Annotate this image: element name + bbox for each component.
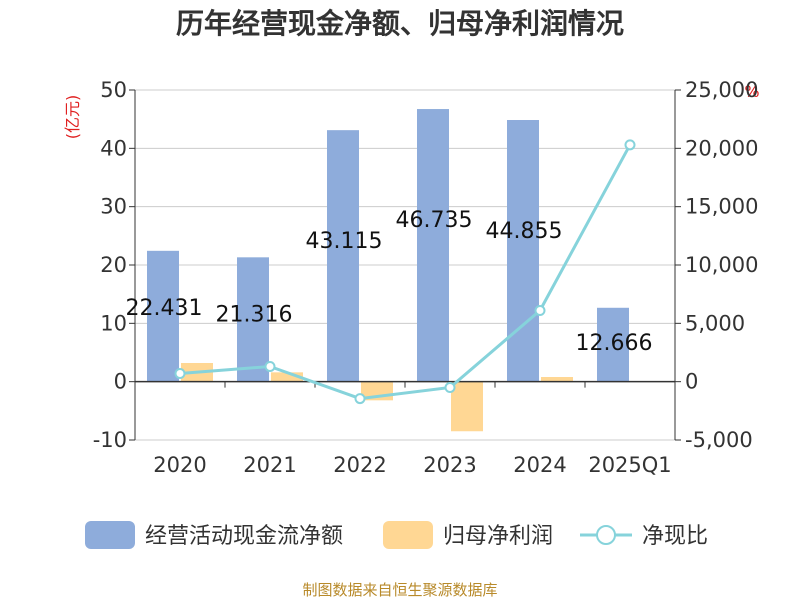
ratio-point xyxy=(444,382,456,393)
y-tick-label: 30 xyxy=(100,195,127,219)
ratio-point xyxy=(354,393,366,405)
source-note: 制图数据来自恒生聚源数据库 xyxy=(302,581,497,599)
y2-tick-labels: 25,000 20,000 15,000 10,000 5,000 0 -5,000 xyxy=(685,78,758,452)
legend-swatch-net-profit xyxy=(383,521,433,549)
y2-tick-label: -5,000 xyxy=(685,428,753,452)
x-tick-label: 2025Q1 xyxy=(588,453,671,477)
cash-flow-value-label: 21.316 xyxy=(216,302,293,327)
legend-swatch-ratio-marker xyxy=(596,525,616,545)
data-labels: 22.431 21.316 43.115 46.735 44.855 12.666 xyxy=(126,208,653,356)
ratio-point xyxy=(534,305,546,316)
ratio-line-series xyxy=(174,139,636,405)
ratio-point xyxy=(624,139,636,151)
y-tick-labels: 50 40 30 20 10 0 -10 xyxy=(93,78,127,452)
y-tick-label: -10 xyxy=(93,428,127,452)
legend-label-ratio: 净现比 xyxy=(642,524,708,549)
legend: 经营活动现金流净额 归母净利润 净现比 xyxy=(85,521,708,549)
cash-flow-bar xyxy=(147,250,179,382)
y-tick-label: 0 xyxy=(114,370,127,394)
y2-tick-label: 10,000 xyxy=(685,253,758,277)
y2-tick-label: 0 xyxy=(685,370,698,394)
y-tick-label: 40 xyxy=(100,136,127,160)
x-tick-label: 2020 xyxy=(153,453,206,477)
y-tick-label: 50 xyxy=(100,78,127,102)
axes xyxy=(134,90,676,440)
y2-tick-label: 5,000 xyxy=(685,311,745,335)
cash-flow-value-label: 43.115 xyxy=(306,229,383,254)
net-profit-bar xyxy=(451,381,483,432)
x-tick-labels: 2020 2021 2022 2023 2024 2025Q1 xyxy=(153,453,671,477)
ratio-point xyxy=(174,368,186,379)
y2-tick-label: 25,000 xyxy=(685,78,758,102)
right-axis-unit: % xyxy=(744,82,759,101)
legend-label-cash-flow: 经营活动现金流净额 xyxy=(145,524,343,549)
net-profit-bar xyxy=(541,377,573,382)
cash-flow-value-label: 22.431 xyxy=(126,296,203,321)
chart-title: 历年经营现金净额、归母净利润情况 xyxy=(176,7,624,40)
cash-flow-bar xyxy=(417,109,449,382)
cash-flow-value-label: 46.735 xyxy=(396,208,473,233)
cash-flow-value-label: 12.666 xyxy=(576,331,653,356)
cash-flow-bar xyxy=(327,130,359,382)
cash-flow-bar xyxy=(237,257,269,382)
legend-swatch-cash-flow xyxy=(85,521,135,549)
y2-tick-label: 20,000 xyxy=(685,136,758,160)
ratio-point xyxy=(264,361,276,372)
y2-tick-label: 15,000 xyxy=(685,195,758,219)
ratio-line-path xyxy=(179,144,632,401)
left-axis-unit: (亿元) xyxy=(63,95,82,140)
x-tick-label: 2024 xyxy=(513,453,566,477)
y-tick-label: 10 xyxy=(100,311,127,335)
legend-label-net-profit: 归母净利润 xyxy=(443,524,553,549)
cash-flow-bar xyxy=(597,307,629,382)
x-tick-label: 2021 xyxy=(243,453,296,477)
x-tick-label: 2023 xyxy=(423,453,476,477)
net-profit-bar xyxy=(271,372,303,382)
cash-flow-bar xyxy=(507,120,539,382)
cash-flow-value-label: 44.855 xyxy=(486,219,563,244)
bar-series xyxy=(147,109,629,432)
y-tick-label: 20 xyxy=(100,253,127,277)
x-tick-label: 2022 xyxy=(333,453,386,477)
